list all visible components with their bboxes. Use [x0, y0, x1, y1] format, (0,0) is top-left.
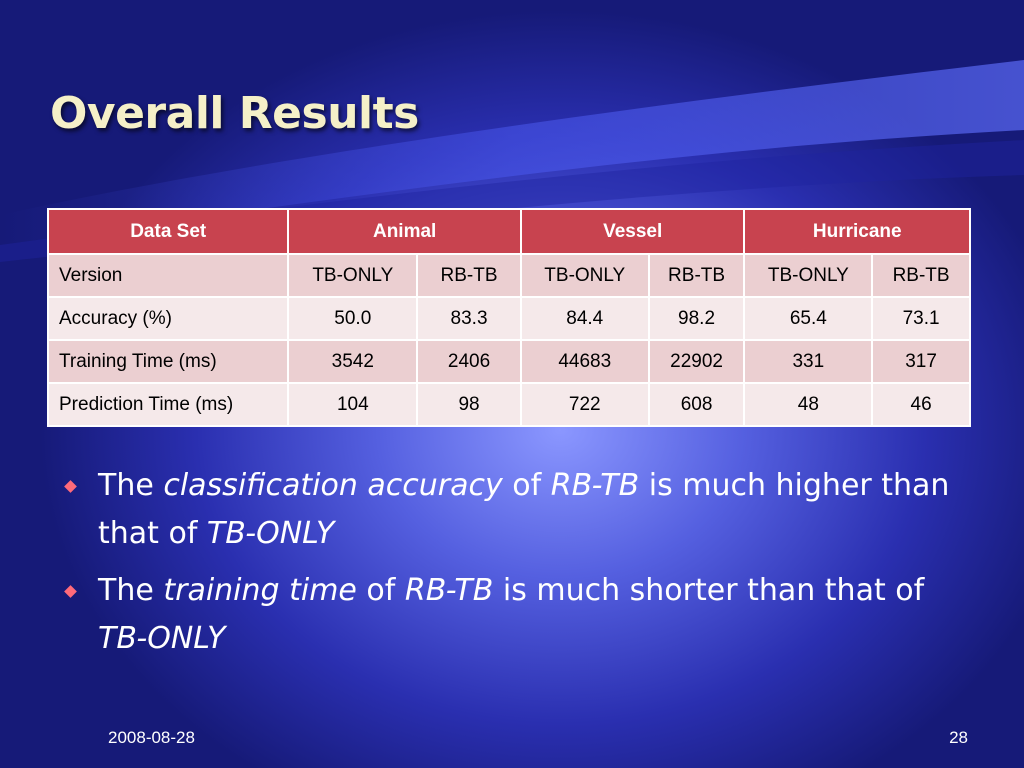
- table-cell: TB-ONLY: [287, 253, 419, 298]
- bullet-text: The: [98, 468, 164, 503]
- bullet-text: is much shorter than that of: [493, 573, 925, 608]
- header-animal: Animal: [287, 208, 522, 255]
- page-number: 28: [949, 728, 968, 747]
- row-label: Training Time (ms): [46, 339, 290, 384]
- bullet-text: of: [502, 468, 551, 503]
- table-cell: TB-ONLY: [519, 253, 650, 298]
- table-cell: 317: [871, 339, 971, 384]
- diamond-bullet-icon: [64, 585, 77, 598]
- row-label: Prediction Time (ms): [46, 382, 290, 427]
- table-cell: RB-TB: [647, 253, 746, 298]
- table-cell: 608: [647, 382, 746, 427]
- bullet-item: The training time of RB-TB is much short…: [62, 567, 962, 663]
- header-vessel: Vessel: [519, 208, 746, 255]
- bullet-emphasis: TB-ONLY: [98, 621, 226, 656]
- row-label: Accuracy (%): [46, 296, 290, 341]
- table-cell: 44683: [519, 339, 650, 384]
- table-cell: 22902: [647, 339, 746, 384]
- bullet-item: The classification accuracy of RB-TB is …: [62, 462, 962, 558]
- bullet-emphasis: RB-TB: [404, 573, 494, 608]
- results-table: Data Set Animal Vessel Hurricane Version…: [46, 208, 971, 427]
- table-cell: 2406: [416, 339, 522, 384]
- table-cell: 50.0: [287, 296, 419, 341]
- table-cell: 84.4: [519, 296, 650, 341]
- table-cell: 98.2: [647, 296, 746, 341]
- table-row: Accuracy (%) 50.0 83.3 84.4 98.2 65.4 73…: [46, 296, 971, 341]
- header-hurricane: Hurricane: [743, 208, 971, 255]
- table-cell: 722: [519, 382, 650, 427]
- bullet-emphasis: RB-TB: [550, 468, 640, 503]
- bullet-text: is much higher than that of: [98, 468, 950, 551]
- table-cell: 3542: [287, 339, 419, 384]
- table-cell: 98: [416, 382, 522, 427]
- bullet-text: of: [356, 573, 405, 608]
- table-cell: RB-TB: [416, 253, 522, 298]
- table-cell: TB-ONLY: [743, 253, 874, 298]
- table-cell: RB-TB: [871, 253, 971, 298]
- table-row: Training Time (ms) 3542 2406 44683 22902…: [46, 339, 971, 384]
- table-cell: 104: [287, 382, 419, 427]
- footer-date: 2008-08-28: [108, 728, 195, 747]
- row-label: Version: [46, 253, 290, 298]
- header-data-set: Data Set: [46, 208, 290, 255]
- bullet-emphasis: TB-ONLY: [206, 516, 335, 551]
- table-row: Prediction Time (ms) 104 98 722 608 48 4…: [46, 382, 971, 427]
- bullet-list: The classification accuracy of RB-TB is …: [62, 462, 962, 672]
- page-title: Overall Results: [50, 88, 419, 139]
- table-cell: 331: [743, 339, 874, 384]
- bullet-emphasis: classification accuracy: [163, 468, 503, 503]
- bullet-text: The: [98, 573, 164, 608]
- table-row: Version TB-ONLY RB-TB TB-ONLY RB-TB TB-O…: [46, 253, 971, 298]
- table-cell: 73.1: [871, 296, 971, 341]
- table-cell: 83.3: [416, 296, 522, 341]
- diamond-bullet-icon: [64, 480, 77, 493]
- table-header-row: Data Set Animal Vessel Hurricane: [46, 208, 971, 255]
- table-cell: 46: [871, 382, 971, 427]
- table-cell: 48: [743, 382, 874, 427]
- table-cell: 65.4: [743, 296, 874, 341]
- bullet-emphasis: training time: [163, 573, 357, 608]
